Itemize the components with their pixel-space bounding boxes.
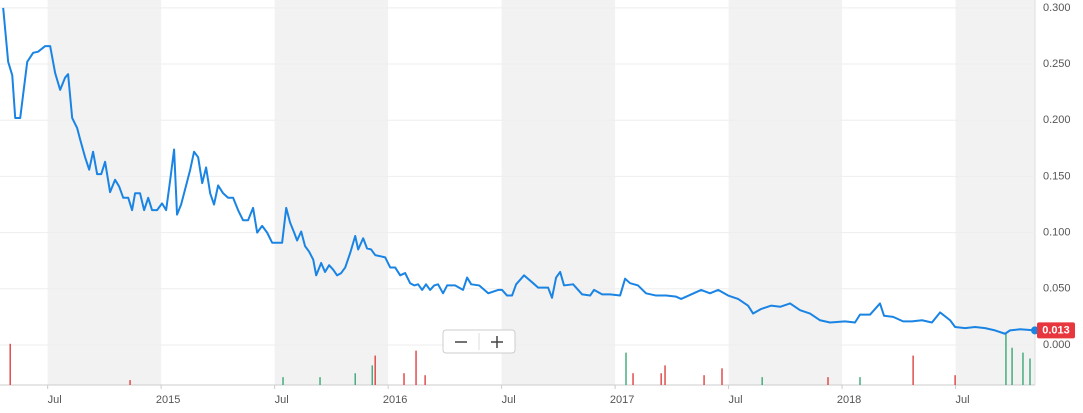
volume-bar — [424, 375, 426, 385]
period-band — [501, 0, 616, 385]
period-band — [274, 0, 389, 385]
volume-bar — [721, 368, 723, 385]
volume-bar — [282, 377, 284, 385]
volume-bar — [859, 377, 861, 385]
volume-bar — [703, 375, 705, 385]
volume-bar — [1011, 347, 1013, 385]
volume-bar — [1005, 333, 1007, 385]
period-band — [47, 0, 162, 385]
volume-bar — [912, 355, 914, 385]
volume-bar — [954, 375, 956, 385]
volume-bar — [129, 380, 131, 385]
y-tick-label: 0.000 — [1043, 339, 1071, 351]
volume-bar — [827, 377, 829, 385]
y-tick-label: 0.200 — [1043, 114, 1071, 126]
last-value-label: 0.013 — [1042, 324, 1070, 336]
x-tick-label: 2016 — [383, 394, 407, 406]
x-tick-label: Jul — [502, 394, 516, 406]
price-line — [2, 7, 1036, 335]
x-tick-label: Jul — [729, 394, 743, 406]
y-tick-label: 0.050 — [1043, 283, 1071, 295]
x-tick-label: Jul — [48, 394, 62, 406]
volume-bar — [374, 355, 376, 385]
zoom-in-button[interactable] — [480, 331, 514, 352]
volume-bar — [9, 343, 11, 385]
volume-bar — [632, 373, 634, 385]
volume-bar — [403, 373, 405, 385]
last-value-box — [1037, 322, 1075, 339]
x-tick-label: 2018 — [837, 394, 861, 406]
y-tick-label: 0.100 — [1043, 227, 1071, 239]
x-tick-label: Jul — [956, 394, 970, 406]
y-tick-label: 0.150 — [1043, 170, 1071, 182]
volume-bar — [371, 365, 373, 385]
x-tick-label: Jul — [275, 394, 289, 406]
volume-bar — [625, 352, 627, 385]
x-tick-label: 2017 — [610, 394, 634, 406]
period-band — [728, 0, 843, 385]
volume-bar — [415, 350, 417, 385]
volume-bar — [1022, 352, 1024, 385]
volume-bar — [660, 373, 662, 385]
volume-bar — [354, 373, 356, 385]
volume-bar — [664, 365, 666, 385]
zoom-out-button[interactable] — [444, 331, 478, 352]
y-tick-label: 0.300 — [1043, 2, 1071, 14]
volume-bar — [319, 377, 321, 385]
zoom-control — [442, 329, 516, 354]
volume-bar — [761, 377, 763, 385]
y-tick-label: 0.250 — [1043, 58, 1071, 70]
x-tick-label: 2015 — [156, 394, 180, 406]
volume-bar — [1029, 358, 1031, 385]
